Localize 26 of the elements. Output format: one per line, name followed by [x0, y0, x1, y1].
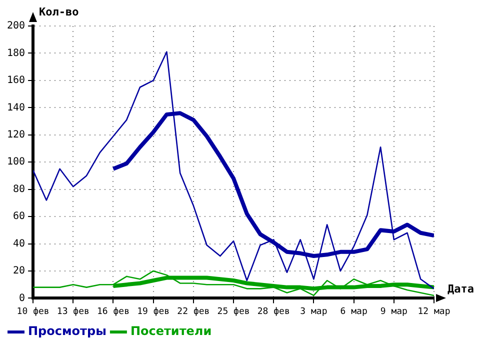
y-tick-label: 200: [7, 20, 26, 32]
x-tick-label: 3 мар: [300, 306, 328, 317]
y-tick-label: 140: [7, 102, 26, 114]
y-axis-title: Кол-во: [39, 5, 80, 18]
y-tick-label: 160: [7, 75, 26, 86]
y-tick-label: 100: [7, 156, 26, 168]
y-tick-label: 0: [19, 292, 26, 304]
y-tick-label: 20: [13, 266, 26, 277]
y-tick-label: 40: [13, 238, 26, 250]
x-tick-label: 13 фев: [56, 306, 90, 317]
y-tick-label: 180: [7, 48, 26, 59]
x-tick-label: 28 фев: [257, 306, 290, 317]
x-tick-label: 19 фев: [137, 306, 170, 317]
x-tick-label: 6 мар: [340, 306, 368, 317]
x-tick-label: 9 мар: [380, 306, 408, 317]
x-tick-label: 12 мар: [418, 306, 450, 317]
y-tick-label: 120: [7, 129, 26, 140]
y-tick-label: 60: [13, 211, 26, 222]
legend-label: Посетители: [130, 324, 212, 338]
x-tick-label: 10 фев: [16, 306, 50, 317]
x-tick-label: 22 фев: [177, 306, 210, 317]
legend-label: Просмотры: [28, 324, 106, 338]
x-tick-label: 25 фев: [217, 306, 250, 317]
x-tick-label: 16 фев: [96, 306, 130, 317]
x-axis-title: Дата: [448, 282, 474, 296]
y-tick-label: 80: [13, 184, 26, 195]
